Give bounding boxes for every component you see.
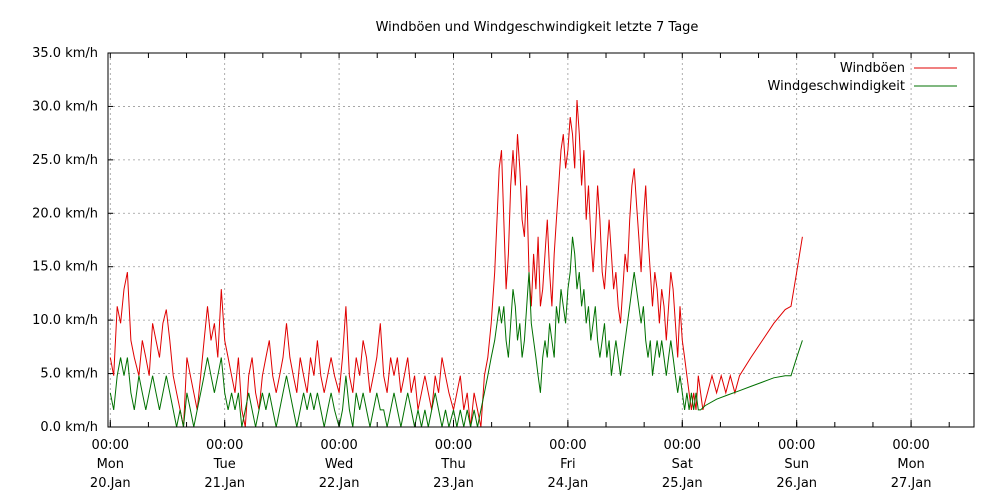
x-tick-weekday: Sun: [784, 457, 809, 472]
x-tick-date: 27.Jan: [891, 476, 932, 491]
x-tick-date: 26.Jan: [776, 476, 817, 491]
x-tick-time: 00:00: [664, 438, 701, 453]
y-tick-label: 0.0 km/h: [40, 420, 98, 435]
y-tick-label: 5.0 km/h: [40, 367, 98, 382]
plot-frame: [107, 52, 975, 428]
x-tick-date: 22.Jan: [319, 476, 360, 491]
x-tick-time: 00:00: [778, 438, 815, 453]
x-tick-weekday: Mon: [97, 457, 124, 472]
legend: Windböen Windgeschwindigkeit: [768, 61, 957, 94]
x-tick-date: 20.Jan: [90, 476, 131, 491]
x-tick-date: 23.Jan: [433, 476, 474, 491]
y-tick-label: 30.0 km/h: [32, 99, 98, 114]
x-tick-time: 00:00: [549, 438, 586, 453]
x-tick-weekday: Thu: [440, 457, 465, 472]
y-tick-label: 25.0 km/h: [32, 153, 98, 168]
x-tick-time: 00:00: [892, 438, 929, 453]
x-tick-weekday: Wed: [325, 457, 353, 472]
axis-labels: 0.0 km/h 5.0 km/h 10.0 km/h 15.0 km/h 20.0 k…: [32, 46, 974, 491]
x-tick-weekday: Mon: [897, 457, 924, 472]
x-tick-weekday: Fri: [560, 457, 576, 472]
legend-label: Windböen: [840, 61, 905, 76]
y-tick-label: 15.0 km/h: [32, 260, 98, 275]
x-tick-weekday: Tue: [213, 457, 236, 472]
x-tick-weekday: Sat: [672, 457, 693, 472]
x-tick-date: 21.Jan: [204, 476, 245, 491]
x-tick-date: 24.Jan: [548, 476, 589, 491]
x-tick-time: 00:00: [320, 438, 357, 453]
x-tick-time: 00:00: [206, 438, 243, 453]
series-windboeen: [109, 99, 803, 428]
grid-lines: [108, 53, 974, 427]
y-tick-label: 20.0 km/h: [32, 206, 98, 221]
x-tick-date: 25.Jan: [662, 476, 703, 491]
y-tick-label: 10.0 km/h: [32, 313, 98, 328]
y-tick-label: 35.0 km/h: [32, 46, 98, 61]
chart-title: Windböen und Windgeschwindigkeit letzte …: [376, 20, 699, 35]
x-tick-time: 00:00: [92, 438, 129, 453]
legend-label: Windgeschwindigkeit: [768, 79, 905, 94]
series-line: [109, 99, 803, 428]
x-tick-time: 00:00: [435, 438, 472, 453]
